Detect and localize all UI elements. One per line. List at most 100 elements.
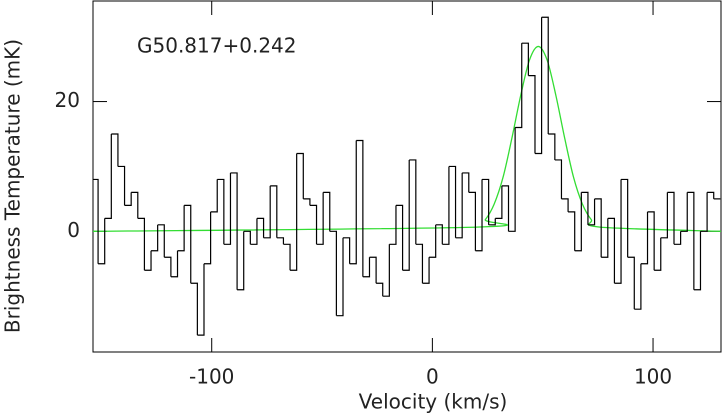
channel-step [170,250,179,278]
channel-step [356,139,364,277]
channel-step [548,133,556,160]
fit-line [92,45,722,232]
channel-step [290,153,298,271]
channel-step [422,257,430,284]
channel-step [349,140,357,265]
channel-step [98,218,106,265]
channel-step [223,172,232,245]
channel-step [389,205,397,245]
channel-step [442,166,450,245]
channel-step [627,256,635,310]
channel-step [316,192,324,245]
channel-step [177,205,185,252]
channel-step [587,198,596,226]
y-tick-label: 20 [55,88,80,112]
channel-step [455,172,463,239]
channel-step [263,185,271,239]
channel-step [581,191,589,225]
channel-step [402,159,410,271]
channel-step [250,218,258,245]
channel-step [448,165,457,238]
channel-step [634,263,642,310]
channel-step [369,256,377,284]
channel-step [276,237,285,245]
channel-step [415,243,424,284]
channel-step [468,191,477,251]
channel-step [614,179,622,284]
channel-step [508,127,516,232]
channel-step [283,243,291,271]
channel-step [104,134,112,219]
channel-step [482,178,490,225]
channel-step [541,16,549,135]
channel-step [667,191,675,245]
channel-step [131,191,139,219]
channel-step [243,230,251,245]
channel-step [309,204,318,245]
channel-step [395,204,404,271]
channel-step [144,250,152,271]
channel-step [237,231,245,291]
channel-step [528,75,536,154]
channel-step [488,218,496,226]
channel-step [534,17,543,155]
channel-step [707,191,715,199]
channel-step [230,172,238,290]
channel-step [693,231,702,291]
channel-step [700,192,708,232]
channel-step [687,191,695,290]
channel-step [336,237,344,317]
channel-step [680,192,688,232]
channel-step [203,211,212,265]
channel-step [607,217,616,284]
channel-step [329,230,337,316]
channel-step [111,133,119,167]
channel-step [190,282,198,336]
channel-step [501,185,510,232]
channel-step [184,204,192,284]
channel-step [343,237,351,264]
channel-step [256,217,265,238]
channel-step [574,192,582,252]
channel-step [270,185,278,238]
channel-step [217,178,225,245]
y-tick-label: 0 [67,218,80,242]
channel-step [568,211,576,251]
x-tick-label: 100 [634,365,672,389]
channel-step [376,282,384,297]
channel-step [515,43,523,129]
channel-step [594,198,602,258]
channel-step [554,159,563,199]
x-tick-label: 0 [426,365,439,389]
channel-step [117,165,126,206]
x-tick-label: -100 [189,365,234,389]
channel-step [521,42,529,76]
x-axis-label: Velocity (km/s) [359,390,508,414]
channel-step [323,191,331,232]
channel-step [382,244,390,297]
plot-frame [92,0,722,353]
channel-step [151,224,159,252]
channel-step [640,211,649,265]
channel-step [124,192,132,206]
channel-step [601,218,609,258]
channel-step [197,263,205,336]
channel-step [660,192,668,239]
channel-step [495,185,503,219]
y-axis-label: Brightness Temperature (mK) [1,39,25,333]
channel-step [303,198,311,206]
channel-step [164,256,172,277]
channel-step [93,178,99,264]
channel-step [654,237,662,271]
channel-step [296,152,304,199]
channel-step [475,179,483,252]
channel-step [157,224,165,258]
channel-step [362,257,371,278]
channel-step [462,172,470,193]
channel-step [621,178,629,258]
channel-step [561,198,569,212]
annotation: G50.817+0.242 [137,34,297,58]
channel-step [210,179,218,213]
channel-step [409,159,417,245]
